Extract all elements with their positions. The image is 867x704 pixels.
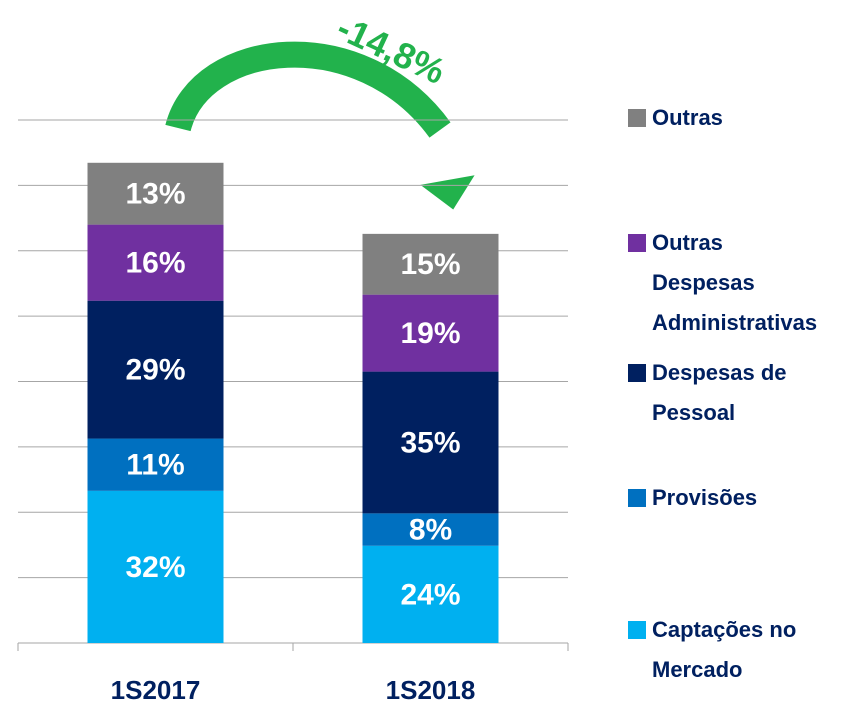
- legend-entry: Provisões: [628, 478, 803, 518]
- legend-entry: Outras Despesas Administrativas: [628, 223, 817, 343]
- legend-entry: Despesas de Pessoal: [628, 353, 803, 433]
- legend-swatch: [628, 234, 646, 252]
- data-label: 8%: [409, 513, 452, 546]
- data-label: 11%: [126, 449, 184, 482]
- x-tick-label: 1S2017: [111, 675, 201, 704]
- data-label: 35%: [400, 426, 460, 459]
- legend-entry: Captações no Mercado: [628, 610, 803, 690]
- change-arrow: [165, 41, 451, 138]
- data-label: 15%: [400, 248, 460, 281]
- bar-segment: [87, 300, 224, 439]
- legend-swatch: [628, 489, 646, 507]
- change-arrowhead: [420, 175, 475, 210]
- bar-segment: [87, 490, 224, 643]
- bar-segment: [362, 513, 499, 546]
- legend-label: Outras Despesas Administrativas: [652, 230, 818, 335]
- legend-label: Outras: [652, 105, 723, 130]
- legend-label: Provisões: [652, 485, 758, 510]
- data-label: 16%: [125, 247, 185, 280]
- data-label: 13%: [125, 178, 185, 211]
- data-label: 19%: [400, 317, 460, 350]
- bar-segment: [87, 162, 224, 225]
- legend-entry: Outras: [628, 98, 803, 138]
- data-label: 29%: [125, 354, 185, 387]
- bar-segment: [362, 233, 499, 295]
- bar-segment: [362, 545, 499, 643]
- legend-swatch: [628, 364, 646, 382]
- x-tick-label: 1S2018: [386, 675, 476, 704]
- legend-label: Despesas de Pessoal: [652, 360, 787, 425]
- legend-swatch: [628, 621, 646, 639]
- bar-segment: [87, 224, 224, 301]
- data-label: 32%: [125, 551, 185, 584]
- data-label: 24%: [400, 578, 460, 611]
- legend-swatch: [628, 109, 646, 127]
- bar-segment: [362, 294, 499, 372]
- legend-label: Captações no Mercado: [652, 617, 797, 682]
- bar-segment: [362, 371, 499, 514]
- bar-segment: [87, 438, 224, 491]
